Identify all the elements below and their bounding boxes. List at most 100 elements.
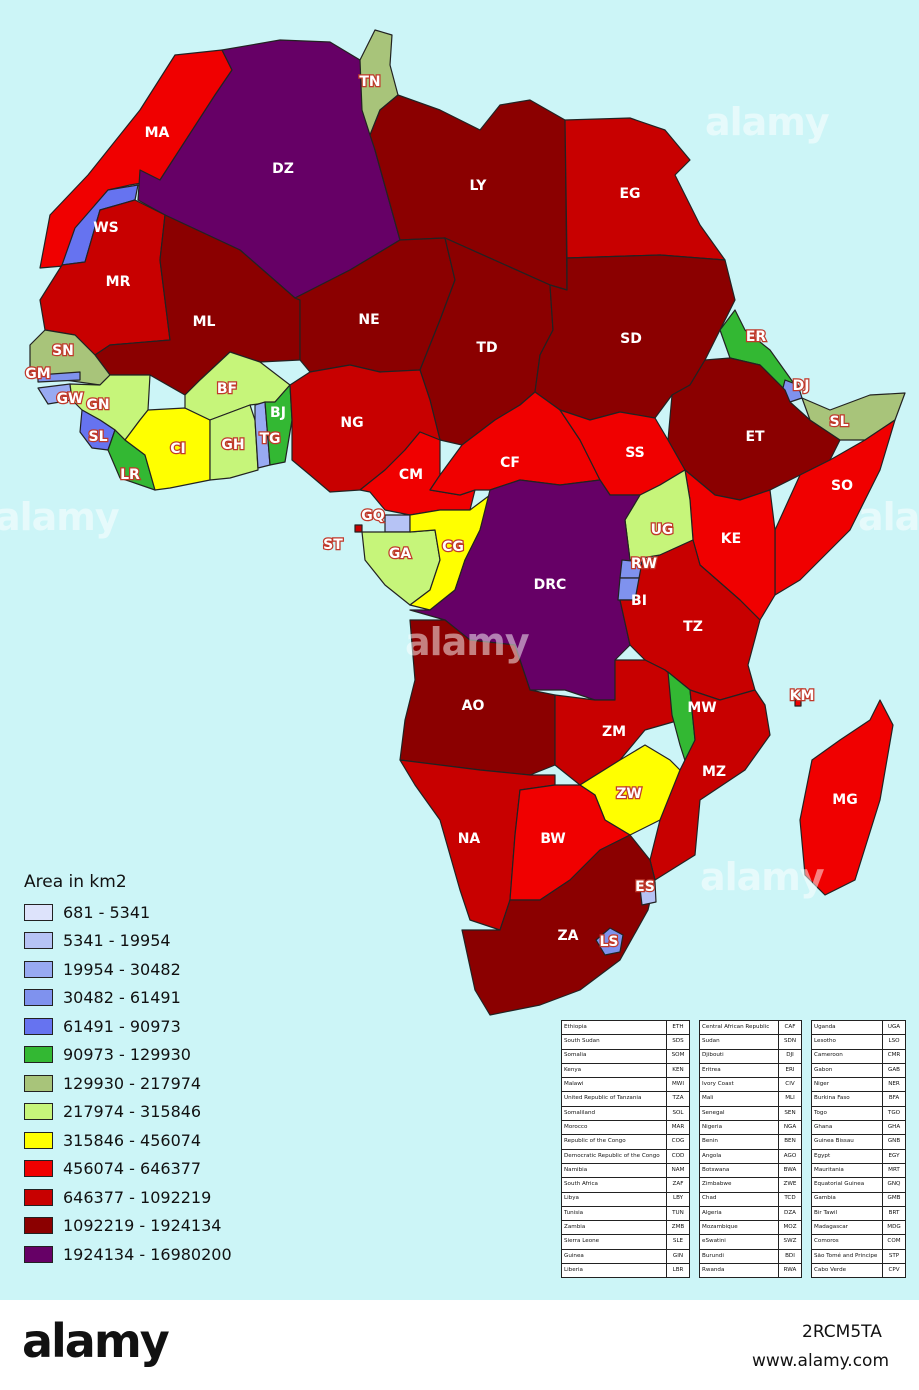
country-code-cell: DJI bbox=[778, 1048, 802, 1064]
country-name-cell: Senegal bbox=[699, 1105, 779, 1122]
country-name-cell: Gabon bbox=[811, 1062, 883, 1079]
label-dj: DJ bbox=[793, 378, 810, 394]
country-code-cell: AGO bbox=[778, 1148, 802, 1164]
brand-logo[interactable]: alamy bbox=[22, 1314, 170, 1368]
lookup-row: Burundi BDI bbox=[699, 1248, 802, 1265]
lookup-table-2: Central African Republic CAF Sudan SDN Djibo… bbox=[699, 1019, 802, 1279]
country-code-cell: MLI bbox=[778, 1091, 802, 1107]
lookup-row: Botswana BWA bbox=[699, 1162, 802, 1179]
country-code-cell: TCD bbox=[778, 1191, 802, 1207]
watermark: alamy bbox=[405, 620, 530, 664]
label-bw: BW bbox=[540, 831, 565, 847]
label-cf: CF bbox=[500, 455, 520, 471]
label-gw: GW bbox=[57, 391, 84, 407]
country-code-cell: DZA bbox=[778, 1205, 802, 1222]
lookup-row: Equatorial Guinea GNQ bbox=[811, 1177, 906, 1193]
country-name-cell: Niger bbox=[811, 1077, 883, 1093]
lookup-row: Liberia LBR bbox=[561, 1263, 690, 1279]
label-gh: GH bbox=[221, 437, 244, 453]
country-code-cell: ZMB bbox=[666, 1220, 690, 1236]
legend-item: 129930 - 217974 bbox=[24, 1069, 284, 1098]
country-sao-tome bbox=[354, 524, 363, 533]
label-ly: LY bbox=[470, 178, 488, 194]
lookup-table-3: Uganda UGA Lesotho LSO Cameroon CMR Gabon GAB Ni… bbox=[811, 1019, 906, 1279]
lookup-row: South Sudan SDS bbox=[561, 1034, 690, 1050]
lookup-row: Kenya KEN bbox=[561, 1062, 690, 1079]
lookup-row: Gambia GMB bbox=[811, 1191, 906, 1207]
lookup-row: Libya LBY bbox=[561, 1191, 690, 1207]
country-name-cell: Mauritania bbox=[811, 1162, 883, 1179]
country-name-cell: Eritrea bbox=[699, 1062, 779, 1079]
lookup-row: Mali MLI bbox=[699, 1091, 802, 1107]
label-tg: TG bbox=[259, 431, 280, 447]
legend-swatch bbox=[24, 1131, 53, 1149]
label-mw: MW bbox=[687, 700, 716, 716]
lookup-row: Morocco MAR bbox=[561, 1120, 690, 1136]
country-code-cell: EGY bbox=[882, 1148, 906, 1164]
country-ivory-coast bbox=[124, 407, 211, 491]
country-name-cell: Guinea bbox=[561, 1248, 667, 1265]
label-somaliland: SL bbox=[829, 414, 848, 430]
label-drc: DRC bbox=[534, 577, 567, 593]
country-code-cell: LBR bbox=[666, 1263, 690, 1279]
country-name-cell: Somaliland bbox=[561, 1105, 667, 1122]
country-lesotho bbox=[595, 927, 624, 956]
lookup-row: Cameroon CMR bbox=[811, 1048, 906, 1064]
country-code-cell: CPV bbox=[882, 1263, 906, 1279]
label-km: KM bbox=[790, 688, 815, 704]
label-dz: DZ bbox=[272, 161, 294, 177]
country-code-cell: CMR bbox=[882, 1048, 906, 1064]
watermark: alamy bbox=[0, 495, 120, 539]
lookup-row: Sierra Leone SLE bbox=[561, 1234, 690, 1250]
legend-label: 19954 - 30482 bbox=[63, 959, 181, 979]
label-sn: SN bbox=[52, 343, 74, 359]
country-code-cell: NER bbox=[882, 1077, 906, 1093]
legend-item: 30482 - 61491 bbox=[24, 984, 284, 1013]
country-name-cell: Egypt bbox=[811, 1148, 883, 1164]
legend-label: 90973 - 129930 bbox=[63, 1045, 191, 1065]
label-ws: WS bbox=[93, 220, 119, 236]
lookup-row: Gabon GAB bbox=[811, 1062, 906, 1079]
legend-rows: 681 - 5341 5341 - 19954 19954 - 30482 30482… bbox=[24, 898, 284, 1269]
country-name-cell: South Sudan bbox=[561, 1034, 667, 1050]
label-lr: LR bbox=[120, 467, 140, 483]
country-code-cell: MDG bbox=[882, 1220, 906, 1236]
lookup-row: Comoros COM bbox=[811, 1234, 906, 1250]
country-code-cell: NAM bbox=[666, 1162, 690, 1179]
country-code-cell: RWA bbox=[778, 1263, 802, 1279]
country-name-cell: Angola bbox=[699, 1148, 779, 1164]
country-code-cell: COG bbox=[666, 1134, 690, 1150]
label-rw: RW bbox=[631, 556, 657, 572]
label-st: ST bbox=[323, 537, 343, 553]
legend-label: 30482 - 61491 bbox=[63, 988, 181, 1008]
legend-item: 19954 - 30482 bbox=[24, 955, 284, 984]
country-code-cell: SWZ bbox=[778, 1234, 802, 1250]
lookup-row: South Africa ZAF bbox=[561, 1177, 690, 1193]
label-es: ES bbox=[635, 879, 655, 895]
lookup-row: Chad TCD bbox=[699, 1191, 802, 1207]
country-name-cell: Cabo Verde bbox=[811, 1263, 883, 1279]
country-name-cell: Zambia bbox=[561, 1220, 667, 1236]
lookup-row: Niger NER bbox=[811, 1077, 906, 1093]
label-td: TD bbox=[476, 340, 497, 356]
label-gq: GQ bbox=[361, 508, 384, 524]
country-name-cell: Tunisia bbox=[561, 1205, 667, 1222]
lookup-row: Mozambique MOZ bbox=[699, 1220, 802, 1236]
country-code-cell: STP bbox=[882, 1248, 906, 1265]
country-name-cell: Cameroon bbox=[811, 1048, 883, 1064]
legend-item: 217974 - 315846 bbox=[24, 1098, 284, 1127]
lookup-row: Tunisia TUN bbox=[561, 1205, 690, 1222]
label-ml: ML bbox=[193, 314, 216, 330]
site-url[interactable]: www.alamy.com bbox=[752, 1351, 890, 1371]
legend-item: 681 - 5341 bbox=[24, 898, 284, 927]
country-code-cell: COD bbox=[666, 1148, 690, 1164]
country-eswatini bbox=[639, 881, 657, 906]
country-code-cell: KEN bbox=[666, 1062, 690, 1079]
country-equatorial-guinea bbox=[384, 514, 411, 533]
legend-swatch bbox=[24, 1046, 53, 1064]
lookup-row: Uganda UGA bbox=[811, 1019, 906, 1036]
watermark: alamy bbox=[858, 495, 919, 539]
country-gambia bbox=[37, 371, 81, 383]
country-code-cell: SOM bbox=[666, 1048, 690, 1064]
country-code-cell: BRT bbox=[882, 1205, 906, 1222]
